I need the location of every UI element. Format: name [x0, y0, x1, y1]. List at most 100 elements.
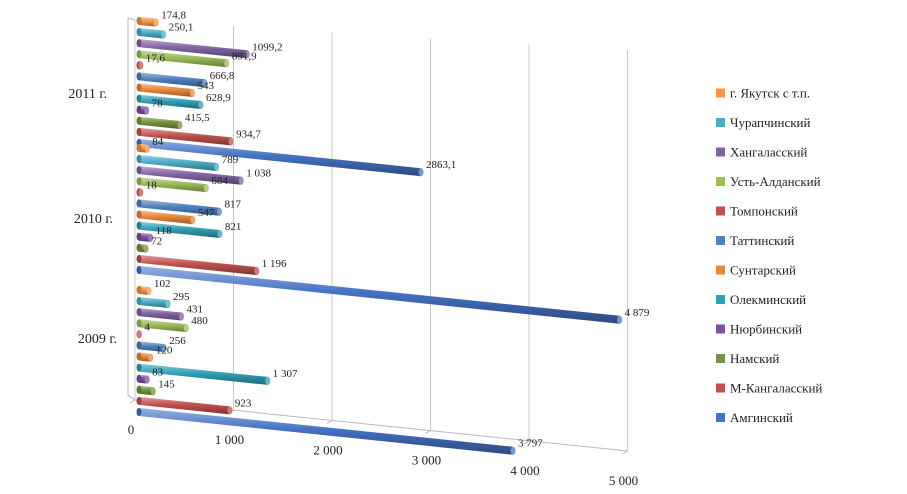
bar	[136, 232, 154, 242]
data-label: 628,9	[206, 92, 231, 104]
category-label: 2010 г.	[74, 212, 113, 227]
data-label: 295	[173, 291, 190, 303]
bar	[136, 72, 208, 88]
legend-item: г. Якутск с т.п.	[716, 86, 810, 101]
legend-item: Хангаласский	[716, 145, 807, 160]
data-label: 18	[146, 179, 158, 191]
data-label: 543	[197, 80, 214, 92]
data-label: 4	[144, 321, 150, 333]
legend-label: Олекминский	[730, 292, 806, 307]
bar	[136, 116, 183, 130]
bar	[136, 166, 244, 185]
data-label: 480	[191, 315, 208, 327]
bar	[136, 188, 144, 197]
bar	[136, 199, 222, 216]
category-label: 2011 г.	[68, 87, 107, 102]
data-label: 684	[211, 175, 228, 187]
legend-swatch	[716, 383, 725, 393]
data-label: 83	[152, 367, 164, 379]
x-tick-label: 2 000	[313, 442, 342, 457]
legend: г. Якутск с т.п. Чурапчинский Хангаласский…	[716, 86, 822, 425]
x-tick-label: 3 000	[412, 453, 441, 468]
data-label: 934,7	[236, 128, 261, 140]
data-label: 145	[158, 378, 175, 390]
data-label: 1 038	[246, 168, 271, 180]
bar	[136, 39, 250, 59]
legend-swatch	[716, 177, 725, 186]
data-label: 415,5	[185, 112, 210, 124]
data-label: 789	[222, 154, 239, 166]
category-label: 2009 г.	[78, 332, 117, 347]
bar	[136, 308, 184, 321]
legend-label: М-Кангаласский	[730, 381, 822, 396]
data-label: 891,9	[232, 50, 257, 62]
bar	[136, 243, 149, 253]
data-label: 1 196	[262, 258, 287, 270]
data-label: 72	[151, 236, 162, 248]
bar	[136, 408, 516, 455]
legend-item: Амгинский	[716, 410, 793, 425]
data-label: 174,8	[161, 10, 186, 22]
bar	[136, 319, 189, 333]
legend-item: Чурапчинский	[716, 115, 810, 130]
legend-item: Усть-Алданский	[716, 174, 821, 189]
bar	[136, 50, 230, 68]
legend-label: Намский	[730, 351, 779, 366]
bar	[136, 330, 142, 339]
data-label: 78	[152, 97, 164, 109]
data-label: 666,8	[210, 70, 235, 82]
bar	[136, 374, 150, 384]
bar	[136, 155, 220, 172]
data-label: 431	[186, 303, 203, 315]
bar	[136, 254, 260, 276]
bar	[136, 177, 209, 193]
legend-swatch	[716, 265, 725, 275]
legend-swatch	[716, 236, 725, 245]
legend-item: Таттинский	[716, 233, 794, 248]
legend-label: Таттинский	[730, 233, 794, 248]
legend-label: Чурапчинский	[730, 115, 810, 130]
bar	[136, 61, 144, 70]
legend-label: Амгинский	[730, 410, 793, 425]
bar	[136, 385, 156, 396]
legend-label: Хангаласский	[730, 145, 807, 160]
bar	[136, 94, 204, 110]
data-label: 817	[224, 199, 241, 211]
data-label: 102	[154, 278, 171, 290]
data-label: 120	[156, 345, 173, 357]
legend-swatch	[716, 295, 725, 304]
bar	[136, 396, 233, 415]
bar	[136, 285, 152, 295]
x-tick-label: 0	[128, 422, 135, 437]
legend-swatch	[716, 147, 725, 157]
bar	[136, 352, 154, 362]
legend-item: Намский	[716, 351, 779, 366]
x-tick-label: 1 000	[215, 432, 244, 447]
legend-swatch	[716, 413, 725, 422]
bar	[136, 28, 167, 39]
legend-item: М-Кангаласский	[716, 381, 822, 396]
data-label: 250,1	[169, 22, 194, 34]
legend-item: Олекминский	[716, 292, 806, 307]
legend-swatch	[716, 354, 725, 363]
data-label: 1099,2	[252, 41, 282, 53]
data-label: 118	[156, 225, 173, 237]
data-label: 923	[235, 397, 252, 409]
back-wall	[127, 17, 136, 401]
legend-item: Нюрбинский	[716, 322, 802, 337]
data-label: 84	[152, 136, 164, 148]
data-label: 256	[169, 335, 186, 347]
bar	[136, 297, 171, 309]
bar	[136, 266, 623, 324]
x-tick-label: 4 000	[510, 463, 539, 478]
data-label: 821	[225, 221, 242, 233]
data-label: 1 307	[273, 368, 298, 380]
bar	[136, 16, 159, 27]
data-label: 547	[198, 207, 215, 219]
legend-label: Нюрбинский	[730, 322, 802, 337]
legend-label: г. Якутск с т.п.	[730, 86, 810, 101]
legend-label: Усть-Алданский	[730, 174, 821, 189]
x-tick-label: 5 000	[609, 473, 638, 488]
legend-swatch	[716, 88, 725, 98]
